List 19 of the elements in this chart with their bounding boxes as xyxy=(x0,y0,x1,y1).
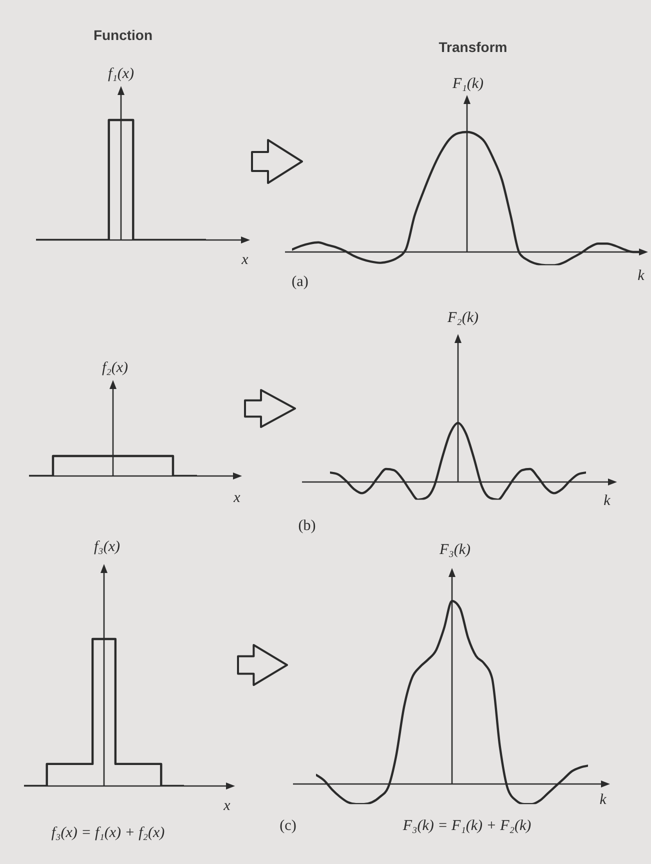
chart-title: Transform xyxy=(438,39,508,55)
y-axis-title: f₃(x) xyxy=(94,539,120,555)
chart-title: Function xyxy=(93,27,153,43)
x-axis-title: k xyxy=(600,792,607,808)
y-axis-title: f₁(x) xyxy=(108,66,134,82)
text: F₃(k) = F₁(k) + F₂(k) xyxy=(402,818,532,834)
x-axis-title: k xyxy=(604,493,611,509)
y-axis-title: F₁(k) xyxy=(451,76,484,92)
text: (b) xyxy=(298,518,316,534)
x-axis-title: x xyxy=(222,798,231,814)
y-axis-title: f₂(x) xyxy=(102,360,128,376)
y-axis-title: F₂(k) xyxy=(446,310,479,326)
x-axis-title: x xyxy=(232,490,241,506)
text: (a) xyxy=(292,274,308,290)
text: f₃(x) = f₁(x) + f₂(x) xyxy=(51,825,165,841)
text: (c) xyxy=(280,818,296,834)
x-axis-title: k xyxy=(638,268,645,284)
y-axis-title: F₃(k) xyxy=(438,542,471,558)
x-axis-title: x xyxy=(240,252,249,268)
